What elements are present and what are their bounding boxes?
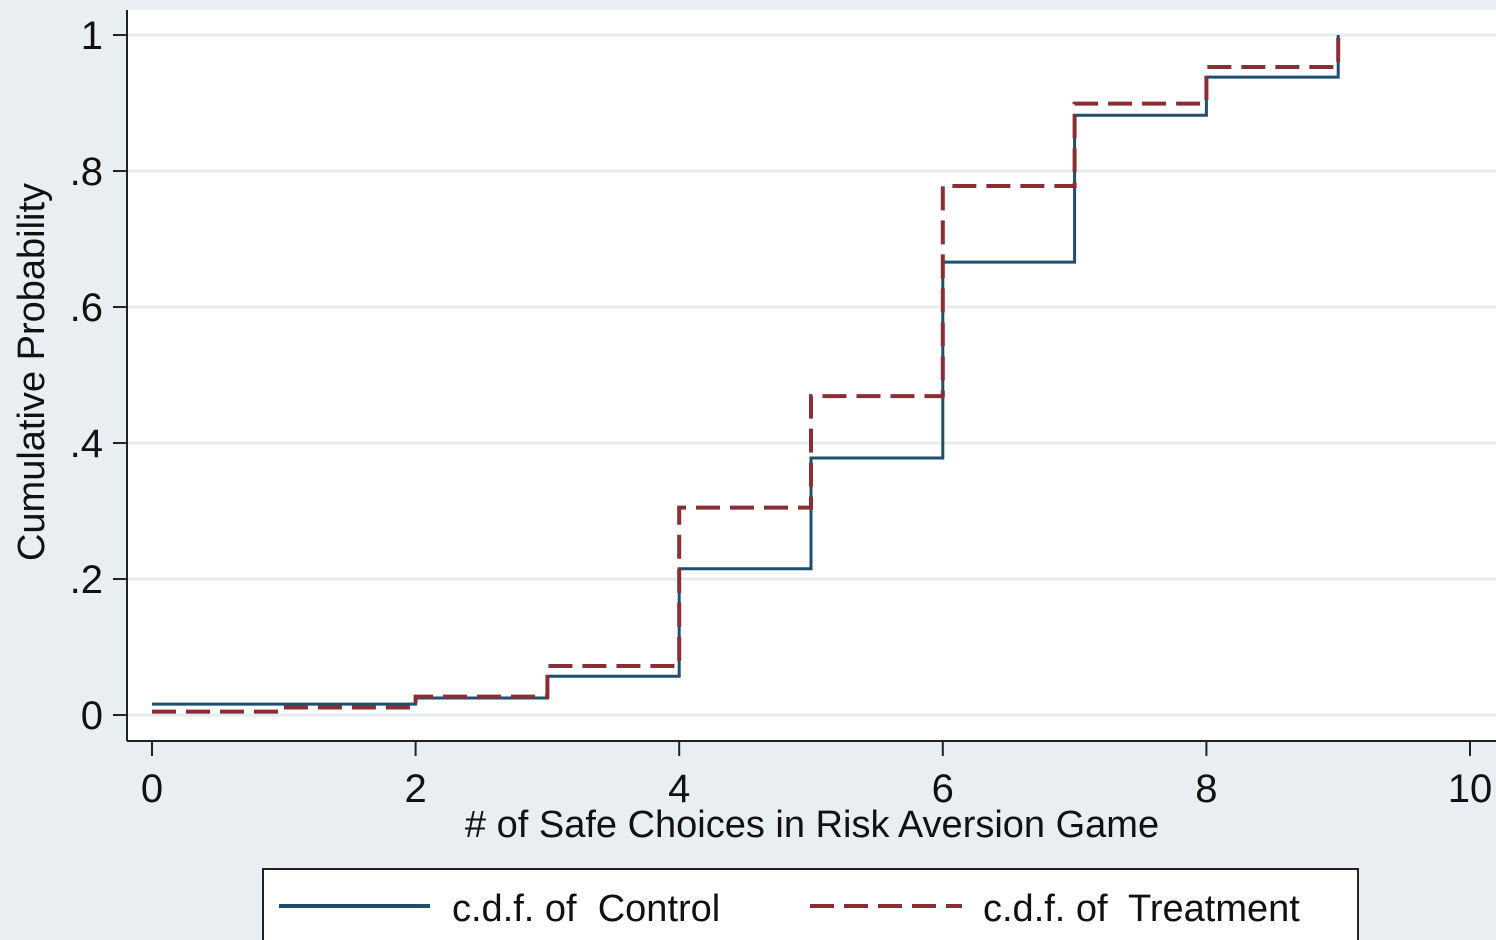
series-line-control [152,35,1340,706]
x-tick-label: 10 [1448,767,1493,811]
y-tick-label: .2 [70,558,103,602]
y-axis-ticks: 0 .2 .4 .6 .8 1 [70,14,127,738]
x-tick-label: 6 [932,767,954,811]
y-tick-label: 1 [81,14,103,58]
y-axis-title: Cumulative Probability [11,183,53,561]
y-tick-label: .4 [70,422,103,466]
legend: c.d.f. of Control c.d.f. of Treatment [262,868,1359,940]
y-tick-label: 0 [81,694,103,738]
x-tick-label: 0 [141,767,163,811]
series-layer [152,35,1341,714]
y-tick-label: .6 [70,286,103,330]
x-tick-label: 2 [404,767,426,811]
legend-label-treatment: c.d.f. of Treatment [983,888,1300,930]
series-line-treatment [152,35,1341,714]
plot-area [127,10,1496,741]
x-axis-ticks: 0 2 4 6 8 10 [141,741,1492,811]
y-tick-label: .8 [70,150,103,194]
x-tick-label: 8 [1195,767,1217,811]
x-tick-label: 4 [668,767,690,811]
legend-label-control: c.d.f. of Control [452,888,720,930]
x-axis-title: # of Safe Choices in Risk Aversion Game [465,804,1159,846]
